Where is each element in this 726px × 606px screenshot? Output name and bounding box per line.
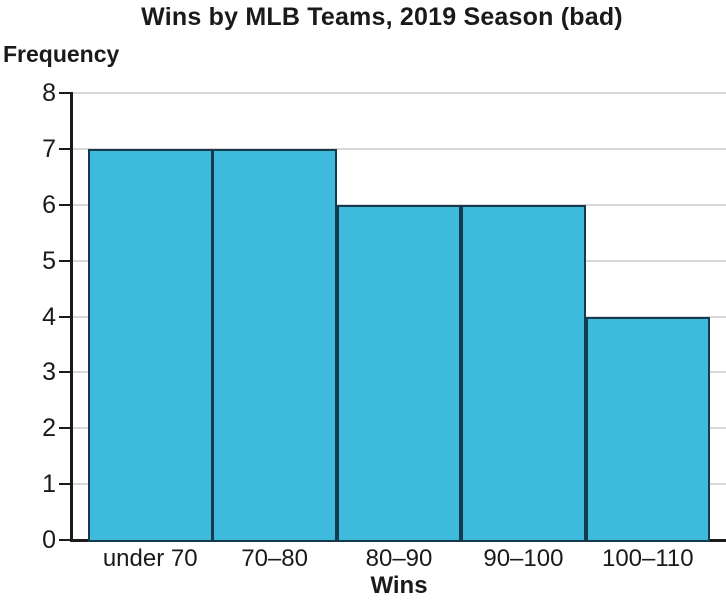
y-tick-mark xyxy=(59,92,71,94)
histogram-bar xyxy=(585,316,711,542)
y-axis-line xyxy=(70,92,73,542)
y-tick-mark xyxy=(59,371,71,374)
y-tick-label: 4 xyxy=(42,302,56,331)
gridline xyxy=(71,92,726,94)
gridline xyxy=(71,147,726,150)
x-category-label: 80–90 xyxy=(365,545,433,572)
y-tick-label: 2 xyxy=(42,414,56,443)
y-tick-mark xyxy=(59,259,71,262)
y-tick-label: 8 xyxy=(42,79,56,107)
y-tick-mark xyxy=(59,147,71,150)
histogram-bar xyxy=(336,204,462,542)
y-axis-title: Frequency xyxy=(3,41,120,67)
y-tick-label: 3 xyxy=(42,358,56,387)
histogram-bar xyxy=(461,204,586,542)
x-category-label: 70–80 xyxy=(241,545,308,572)
x-category-label: 90–100 xyxy=(483,545,564,572)
y-tick-mark xyxy=(59,539,71,541)
y-tick-label: 5 xyxy=(42,246,56,275)
x-category-label: under 70 xyxy=(102,545,198,572)
y-tick-mark xyxy=(59,203,71,206)
y-tick-mark xyxy=(59,427,71,430)
y-tick-label: 6 xyxy=(42,190,56,219)
y-tick-label: 1 xyxy=(42,470,56,499)
histogram-bar xyxy=(88,148,213,542)
x-axis-title: Wins xyxy=(370,572,428,599)
chart-title: Wins by MLB Teams, 2019 Season (bad) xyxy=(141,3,623,31)
x-category-label: 100–110 xyxy=(601,545,694,572)
y-tick-label: 7 xyxy=(42,134,56,163)
histogram-bar xyxy=(212,148,337,542)
y-tick-mark xyxy=(59,483,71,486)
y-tick-mark xyxy=(59,315,71,318)
y-tick-label: 0 xyxy=(42,526,56,554)
